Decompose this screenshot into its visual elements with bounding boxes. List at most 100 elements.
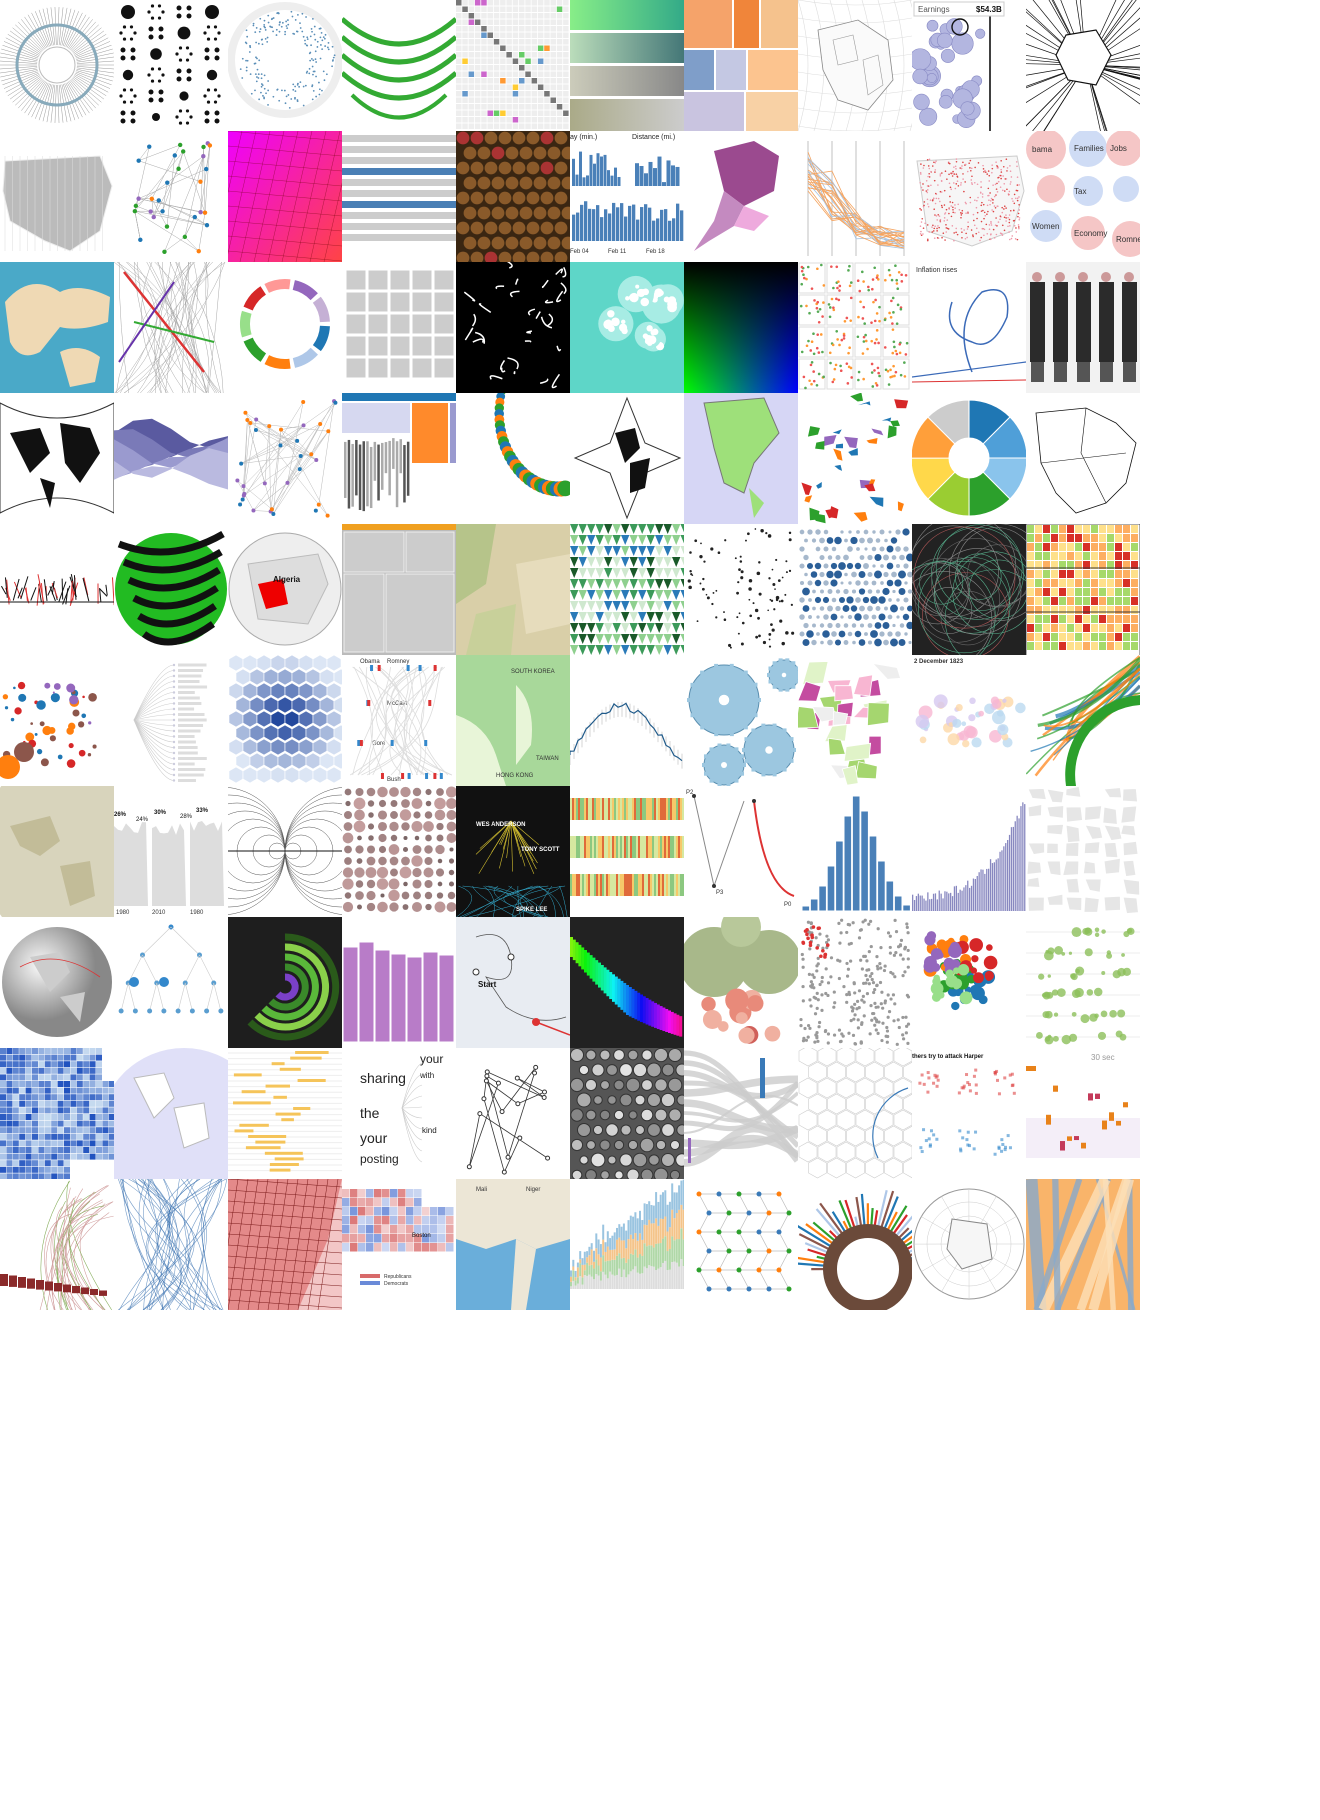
thumbnail-timing-chart[interactable]: 30 sec bbox=[1026, 1048, 1140, 1179]
thumbnail-state-outline-map[interactable] bbox=[1026, 393, 1140, 524]
thumbnail-word-tree[interactable]: sharing the your posting your with kind bbox=[342, 1048, 456, 1179]
thumbnail-bezier-curve[interactable]: P2 P3 P0 bbox=[684, 786, 798, 917]
thumbnail-treemap-flare[interactable] bbox=[684, 0, 798, 131]
thumbnail-us-dot-map[interactable] bbox=[912, 131, 1026, 262]
thumbnail-subway-graph[interactable] bbox=[456, 1048, 570, 1179]
thumbnail-globe-flights[interactable] bbox=[0, 917, 114, 1048]
thumbnail-voronoi-rays[interactable] bbox=[1026, 0, 1140, 131]
thumbnail-blue-county-map[interactable] bbox=[0, 1048, 114, 1179]
thumbnail-butterfly-projection[interactable] bbox=[0, 393, 114, 524]
thumbnail-film-network[interactable]: WES ANDERSON TONY SCOTT SPIKE LEE bbox=[456, 786, 570, 917]
thumbnail-ridgeline-heat[interactable] bbox=[570, 786, 684, 917]
thumbnail-stripe-timeline[interactable] bbox=[0, 524, 114, 655]
thumbnail-asia-map[interactable]: SOUTH KOREA HONG KONG TAIWAN bbox=[456, 655, 570, 786]
thumbnail-watercolor-map[interactable] bbox=[0, 262, 114, 393]
thumbnail-purple-bars[interactable] bbox=[912, 786, 1026, 917]
thumbnail-magenta-geodesic[interactable] bbox=[228, 131, 342, 262]
thumbnail-chord-arcs[interactable] bbox=[1026, 655, 1140, 786]
thumbnail-hexagon-grid[interactable] bbox=[798, 1048, 912, 1179]
thumbnail-election-flows[interactable]: Obama Romney McCain Gore Bush bbox=[342, 655, 456, 786]
thumbnail-west-africa-map[interactable]: Mali Niger bbox=[456, 1179, 570, 1310]
thumbnail-voronoi-colors[interactable] bbox=[798, 655, 912, 786]
thumbnail-adjacency-matrix[interactable] bbox=[456, 0, 570, 131]
thumbnail-dark-arcs[interactable] bbox=[912, 524, 1026, 655]
thumbnail-us-counties-map[interactable] bbox=[0, 131, 114, 262]
thumbnail-crossfilter-histograms[interactable]: ay (min.) Distance (mi.) Feb 04 Feb 11 Feb 1… bbox=[570, 131, 684, 262]
thumbnail-tree-list[interactable] bbox=[114, 655, 228, 786]
thumbnail-green-continent-map[interactable] bbox=[684, 393, 798, 524]
thumbnail-scatterplot-matrix[interactable] bbox=[798, 262, 912, 393]
thumbnail-bubble-timeline[interactable]: 2 December 1823 bbox=[912, 655, 1026, 786]
thumbnail-path-route[interactable]: Start bbox=[456, 917, 570, 1048]
thumbnail-sankey[interactable] bbox=[684, 1048, 798, 1179]
thumbnail-orthographic-world[interactable] bbox=[114, 1048, 228, 1179]
thumbnail-purple-streamgraph[interactable] bbox=[114, 393, 228, 524]
thumbnail-red-africa-grid[interactable] bbox=[228, 1179, 342, 1310]
thumbnail-massachusetts-map[interactable]: Boston Republicans Democrats bbox=[342, 1179, 456, 1310]
thumbnail-circle-scatter[interactable] bbox=[0, 655, 114, 786]
thumbnail-hierarchical-edges[interactable] bbox=[0, 1179, 114, 1310]
thumbnail-portrait-circles[interactable] bbox=[342, 786, 456, 917]
thumbnail-arc-paths[interactable] bbox=[114, 262, 228, 393]
thumbnail-color-clusters[interactable] bbox=[912, 917, 1026, 1048]
thumbnail-dot-scatter[interactable] bbox=[684, 524, 798, 655]
thumbnail-time-series-points[interactable] bbox=[570, 655, 684, 786]
thumbnail-us-states-tiles[interactable] bbox=[342, 262, 456, 393]
thumbnail-globe-algeria[interactable]: Algeria bbox=[228, 524, 342, 655]
thumbnail-hex-network[interactable] bbox=[684, 1179, 798, 1310]
thumbnail-polar-world[interactable] bbox=[912, 1179, 1026, 1310]
thumbnail-country-shapes[interactable] bbox=[798, 393, 912, 524]
thumbnail-alaska-choropleth[interactable] bbox=[684, 131, 798, 262]
thumbnail-green-spiral[interactable] bbox=[342, 0, 456, 131]
thumbnail-particle-trails[interactable] bbox=[456, 262, 570, 393]
thumbnail-dot-pattern-grid[interactable] bbox=[114, 0, 228, 131]
thumbnail-terrain-map[interactable] bbox=[456, 524, 570, 655]
thumbnail-colored-bubble-arc[interactable] bbox=[456, 393, 570, 524]
thumbnail-dot-tables[interactable]: thers try to attack Harper bbox=[912, 1048, 1026, 1179]
thumbnail-force-graph[interactable] bbox=[114, 131, 228, 262]
thumbnail-word-bubbles[interactable]: bama Families Jobs Tax Women Economy Romney bbox=[1026, 131, 1140, 262]
thumbnail-striped-sphere[interactable] bbox=[114, 524, 228, 655]
thumbnail-color-gradient-bands[interactable] bbox=[570, 0, 684, 131]
thumbnail-parallel-lines[interactable] bbox=[798, 131, 912, 262]
thumbnail-blue-bundles[interactable] bbox=[114, 1179, 228, 1310]
thumbnail-concentric-arcs[interactable] bbox=[228, 917, 342, 1048]
thumbnail-inflation-line[interactable]: Inflation rises bbox=[912, 262, 1026, 393]
thumbnail-fashion-photos[interactable] bbox=[1026, 262, 1140, 393]
thumbnail-radial-stack[interactable] bbox=[798, 1179, 912, 1310]
thumbnail-hexbin-heatmap[interactable] bbox=[228, 655, 342, 786]
thumbnail-gray-treemap[interactable] bbox=[342, 524, 456, 655]
thumbnail-teal-packing[interactable] bbox=[570, 262, 684, 393]
thumbnail-stacked-columns[interactable] bbox=[570, 1179, 684, 1310]
thumbnail-triangle-strips[interactable] bbox=[570, 524, 684, 655]
thumbnail-radial-tree[interactable] bbox=[0, 0, 114, 131]
thumbnail-shaded-world[interactable] bbox=[0, 786, 114, 917]
thumbnail-circular-scatter[interactable] bbox=[228, 0, 342, 131]
thumbnail-donut-segments[interactable] bbox=[228, 262, 342, 393]
thumbnail-brown-circle-packing[interactable] bbox=[456, 131, 570, 262]
thumbnail-gray-states[interactable] bbox=[1026, 786, 1140, 917]
thumbnail-bubble-earnings[interactable]: Earnings $54.3B bbox=[912, 0, 1026, 131]
thumbnail-histogram[interactable] bbox=[798, 786, 912, 917]
thumbnail-gray-packing[interactable] bbox=[570, 1048, 684, 1179]
thumbnail-field-lines[interactable] bbox=[228, 786, 342, 917]
thumbnail-world-map-graticule[interactable] bbox=[798, 0, 912, 131]
thumbnail-network-diagram[interactable] bbox=[228, 393, 342, 524]
thumbnail-icicle-chart[interactable] bbox=[342, 393, 456, 524]
thumbnail-beeswarm[interactable] bbox=[1026, 917, 1140, 1048]
thumbnail-gantt-timeline[interactable] bbox=[228, 1048, 342, 1179]
thumbnail-purple-columns[interactable] bbox=[342, 917, 456, 1048]
thumbnail-hexbin-map[interactable] bbox=[798, 524, 912, 655]
thumbnail-calendar-heatmap[interactable] bbox=[1026, 524, 1140, 655]
thumbnail-sunburst-donut[interactable] bbox=[912, 393, 1026, 524]
thumbnail-twisted-ribbon[interactable] bbox=[570, 917, 684, 1048]
thumbnail-gray-dots[interactable] bbox=[798, 917, 912, 1048]
thumbnail-small-multiples-areas[interactable]: 26% 24% 30% 28% 33% 1980 2010 1980 bbox=[114, 786, 228, 917]
thumbnail-star-projection[interactable] bbox=[570, 393, 684, 524]
thumbnail-packed-blobs[interactable] bbox=[684, 917, 798, 1048]
thumbnail-orange-sankey[interactable] bbox=[1026, 1179, 1140, 1310]
thumbnail-horizontal-bars[interactable] bbox=[342, 131, 456, 262]
thumbnail-gears[interactable] bbox=[684, 655, 798, 786]
thumbnail-color-picker-gradient[interactable] bbox=[684, 262, 798, 393]
thumbnail-decision-tree[interactable] bbox=[114, 917, 228, 1048]
